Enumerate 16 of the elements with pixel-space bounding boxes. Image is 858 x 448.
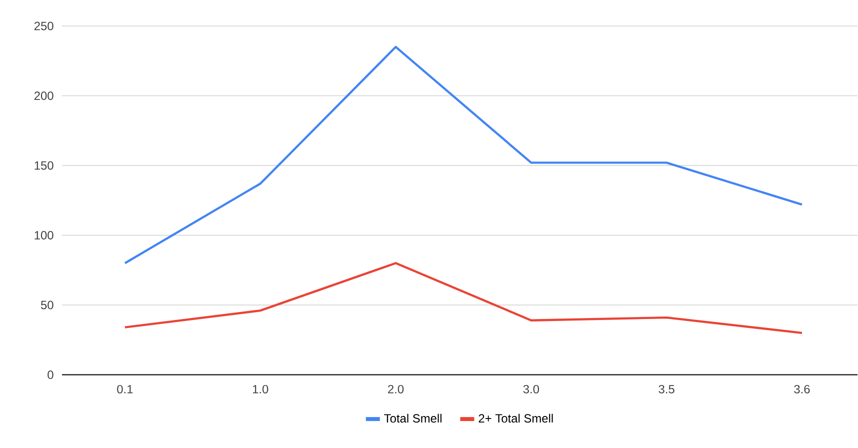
y-tick-label: 0 bbox=[48, 370, 54, 380]
x-tick-label: 3.0 bbox=[523, 385, 540, 394]
y-tick-label: 200 bbox=[34, 92, 54, 100]
x-tick-label: 3.5 bbox=[658, 385, 674, 394]
x-tick-label: 2.0 bbox=[388, 385, 404, 394]
legend-label: 2+ Total Smell bbox=[478, 414, 553, 423]
legend-label: Total Smell bbox=[384, 414, 442, 423]
y-tick-label: 150 bbox=[34, 161, 54, 170]
y-tick-label: 100 bbox=[34, 231, 54, 240]
x-tick-label: 3.6 bbox=[794, 385, 810, 394]
y-tick-label: 50 bbox=[40, 300, 54, 310]
x-tick-label: 0.1 bbox=[117, 385, 133, 394]
line-series bbox=[124, 262, 804, 334]
line-series bbox=[124, 46, 804, 264]
y-tick-label: 250 bbox=[34, 22, 54, 30]
x-tick-label: 1.0 bbox=[252, 385, 268, 394]
